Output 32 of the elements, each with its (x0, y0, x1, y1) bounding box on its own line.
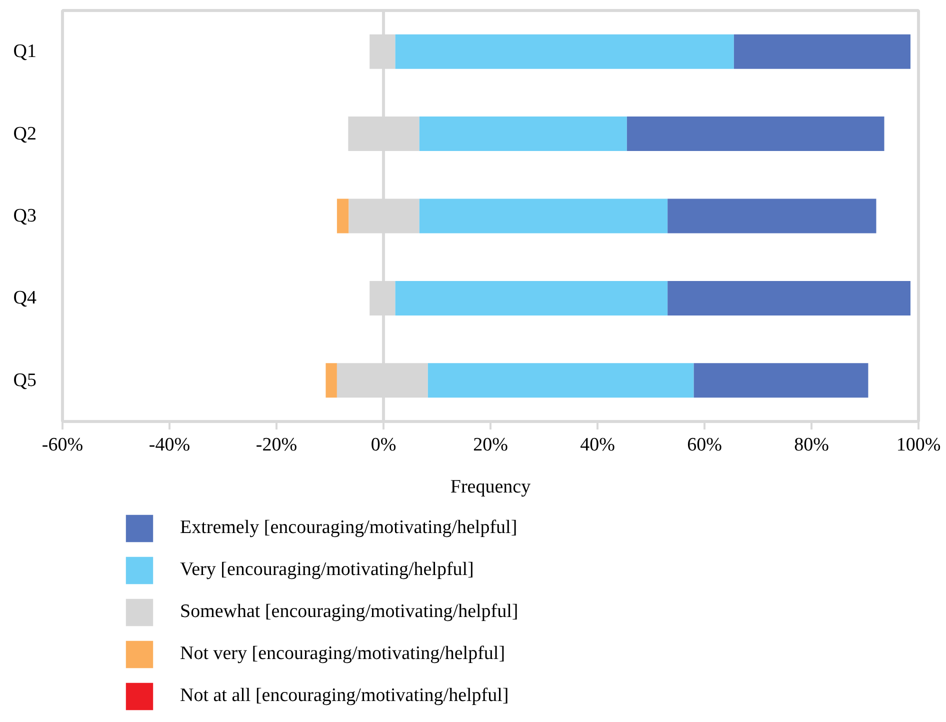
x-tick-label: 80% (794, 434, 830, 456)
bar (668, 280, 910, 316)
bar (419, 198, 668, 234)
legend-label: Very [encouraging/motivating/helpful] (180, 558, 474, 582)
x-tick-label: -20% (256, 434, 298, 456)
bar (734, 34, 910, 69)
bar (668, 198, 876, 234)
legend-label: Not very [encouraging/motivating/helpful] (180, 642, 506, 666)
bar (626, 116, 884, 152)
bar (395, 280, 668, 316)
y-tick-label: Q1 (13, 41, 37, 62)
legend-label: Not at all [encouraging/motivating/helpful] (180, 684, 509, 708)
y-tick-label: Q3 (13, 206, 37, 226)
x-tick-label: -40% (148, 434, 190, 456)
x-tick-label: 20% (473, 434, 508, 456)
bar (395, 34, 734, 69)
legend-label: Extremely [encouraging/motivating/helpful] (180, 516, 518, 540)
bar (326, 363, 337, 398)
legend-label: Somewhat [encouraging/motivating/helpful] (180, 600, 518, 624)
x-tick-label: -60% (42, 434, 84, 456)
bar (694, 363, 868, 398)
y-tick-label: Q2 (13, 123, 37, 144)
y-tick-label: Q5 (13, 370, 37, 391)
bar (419, 116, 627, 152)
x-tick-label: 60% (687, 434, 722, 456)
x-tick-label: 40% (580, 434, 616, 456)
y-tick-label: Q4 (13, 288, 37, 309)
x-tick-label: 100% (896, 434, 941, 456)
bar (428, 363, 694, 398)
bar (336, 198, 349, 234)
x-axis-title: Frequency (450, 476, 532, 498)
x-tick-label: 0% (370, 434, 396, 456)
